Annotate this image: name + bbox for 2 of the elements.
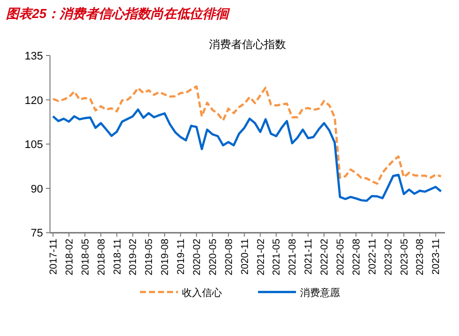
subtitle: 消费者信心指数 bbox=[209, 39, 286, 51]
title: 图表25：消费者信心指数尚在低位徘徊 bbox=[6, 6, 228, 21]
